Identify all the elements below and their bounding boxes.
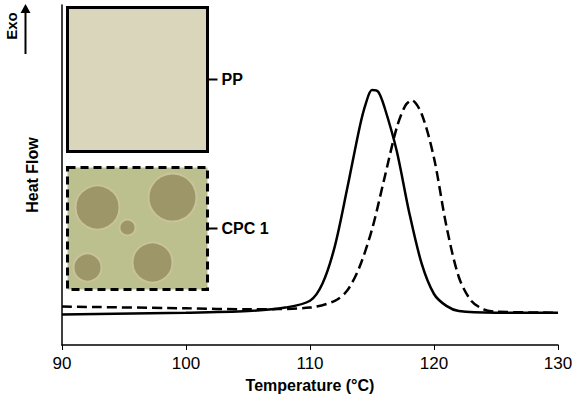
svg-text:Temperature (°C): Temperature (°C) <box>246 377 375 394</box>
svg-text:Heat Flow: Heat Flow <box>24 137 41 213</box>
svg-text:90: 90 <box>53 354 72 373</box>
svg-text:120: 120 <box>420 354 448 373</box>
svg-text:100: 100 <box>172 354 200 373</box>
svg-text:Exo: Exo <box>3 12 20 40</box>
svg-text:PP: PP <box>222 71 244 88</box>
svg-text:110: 110 <box>296 354 323 373</box>
svg-text:130: 130 <box>544 354 572 373</box>
svg-text:CPC 1: CPC 1 <box>222 220 269 237</box>
